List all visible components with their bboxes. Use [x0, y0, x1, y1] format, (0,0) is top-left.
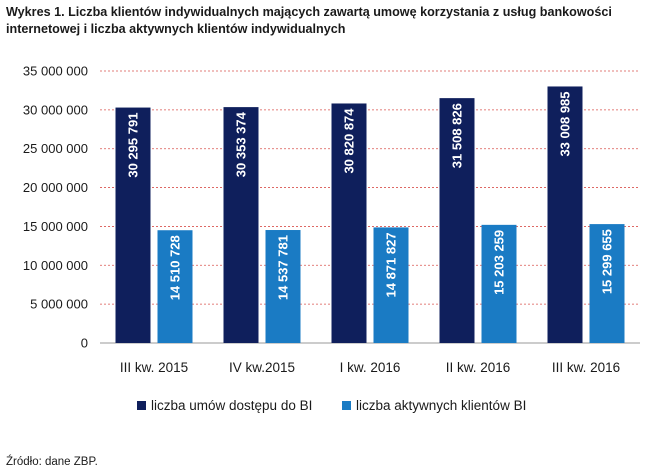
x-axis: III kw. 2015 IV kw.2015 I kw. 2016 II kw. 2… [120, 360, 620, 375]
bar-umowy [223, 107, 259, 343]
bar-aktywni [373, 227, 409, 343]
x-tick-label: I kw. 2016 [340, 360, 401, 375]
data-label: 14 537 781 [276, 235, 291, 300]
y-axis: 0 5 000 000 10 000 000 15 000 000 20 000 000… [23, 64, 88, 351]
y-tick-label: 20 000 000 [23, 180, 88, 195]
bar-umowy [547, 86, 583, 344]
x-tick-label: III kw. 2016 [552, 360, 620, 375]
y-tick-label: 5 000 000 [30, 297, 88, 312]
bar-aktywni [265, 230, 301, 343]
bar-umowy [331, 103, 367, 343]
legend: liczba umów dostępu do BI liczba aktywnyc… [137, 398, 526, 413]
y-tick-label: 35 000 000 [23, 64, 88, 79]
data-label: 30 295 791 [126, 113, 141, 178]
x-tick-label: II kw. 2016 [446, 360, 511, 375]
y-tick-label: 25 000 000 [23, 141, 88, 156]
x-tick-label: IV kw.2015 [229, 360, 295, 375]
y-tick-label: 0 [81, 336, 88, 351]
bar-umowy [439, 98, 475, 343]
bar-aktywni [589, 224, 625, 343]
data-label: 15 203 259 [492, 230, 507, 295]
data-label: 14 510 728 [168, 235, 183, 300]
y-tick-label: 15 000 000 [23, 219, 88, 234]
bar-aktywni [481, 224, 517, 343]
chart-title: Wykres 1. Liczba klientów indywidualnych… [6, 5, 612, 36]
legend-label: liczba umów dostępu do BI [151, 398, 312, 413]
x-tick-label: III kw. 2015 [120, 360, 188, 375]
legend-swatch [137, 401, 146, 410]
data-label: 14 871 827 [384, 232, 399, 297]
legend-label: liczba aktywnych klientów BI [356, 398, 526, 413]
data-label: 30 820 874 [342, 108, 357, 174]
data-label: 31 508 826 [450, 103, 465, 168]
legend-swatch [342, 401, 351, 410]
data-label: 33 008 985 [558, 91, 573, 156]
data-label: 15 299 655 [600, 229, 615, 294]
source-note: Źródło: dane ZBP. [6, 456, 98, 468]
bar-aktywni [157, 230, 193, 343]
data-label: 30 353 374 [234, 111, 249, 177]
bars: 30 295 791 14 510 728 30 353 374 14 537 781… [115, 86, 625, 344]
bar-umowy [115, 107, 151, 343]
y-tick-label: 10 000 000 [23, 258, 88, 273]
y-tick-label: 30 000 000 [23, 102, 88, 117]
